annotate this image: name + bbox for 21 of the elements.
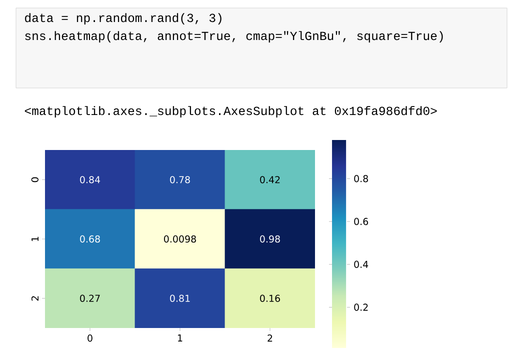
x-tick-label: 0 bbox=[88, 334, 92, 342]
data-label: 0.81 bbox=[170, 294, 190, 302]
color-bar-label: 0.4 bbox=[354, 260, 368, 268]
x-tick-label: 1 bbox=[178, 334, 182, 342]
y-tick-label: 2 bbox=[31, 296, 38, 301]
text: sns.heatmap(data, annot=True, cmap="YlGnBu", square=True) bbox=[25, 31, 443, 43]
data-label: 0.68 bbox=[80, 235, 100, 243]
data-label: 0.42 bbox=[260, 176, 280, 184]
data-label: 0.16 bbox=[260, 294, 280, 302]
y-tick-label: 1 bbox=[32, 236, 38, 241]
x-tick-label: 2 bbox=[268, 334, 272, 342]
color-bar-label: 0.2 bbox=[354, 304, 368, 311]
data-label: 0.0098 bbox=[164, 235, 196, 243]
data-label: 0.84 bbox=[80, 176, 100, 184]
data-label: 0.78 bbox=[170, 176, 190, 184]
color-bar-label: 0.8 bbox=[354, 175, 368, 182]
text: data = np.random.rand(3, 3) bbox=[25, 13, 222, 25]
y-tick-label: 0 bbox=[31, 177, 38, 182]
data-label: 0.27 bbox=[80, 294, 100, 302]
color-bar-label: 0.6 bbox=[354, 218, 368, 226]
text: <matplotlib.axes._subplots.AxesSubplot at 0x19fa986dfd0> bbox=[24, 106, 437, 118]
